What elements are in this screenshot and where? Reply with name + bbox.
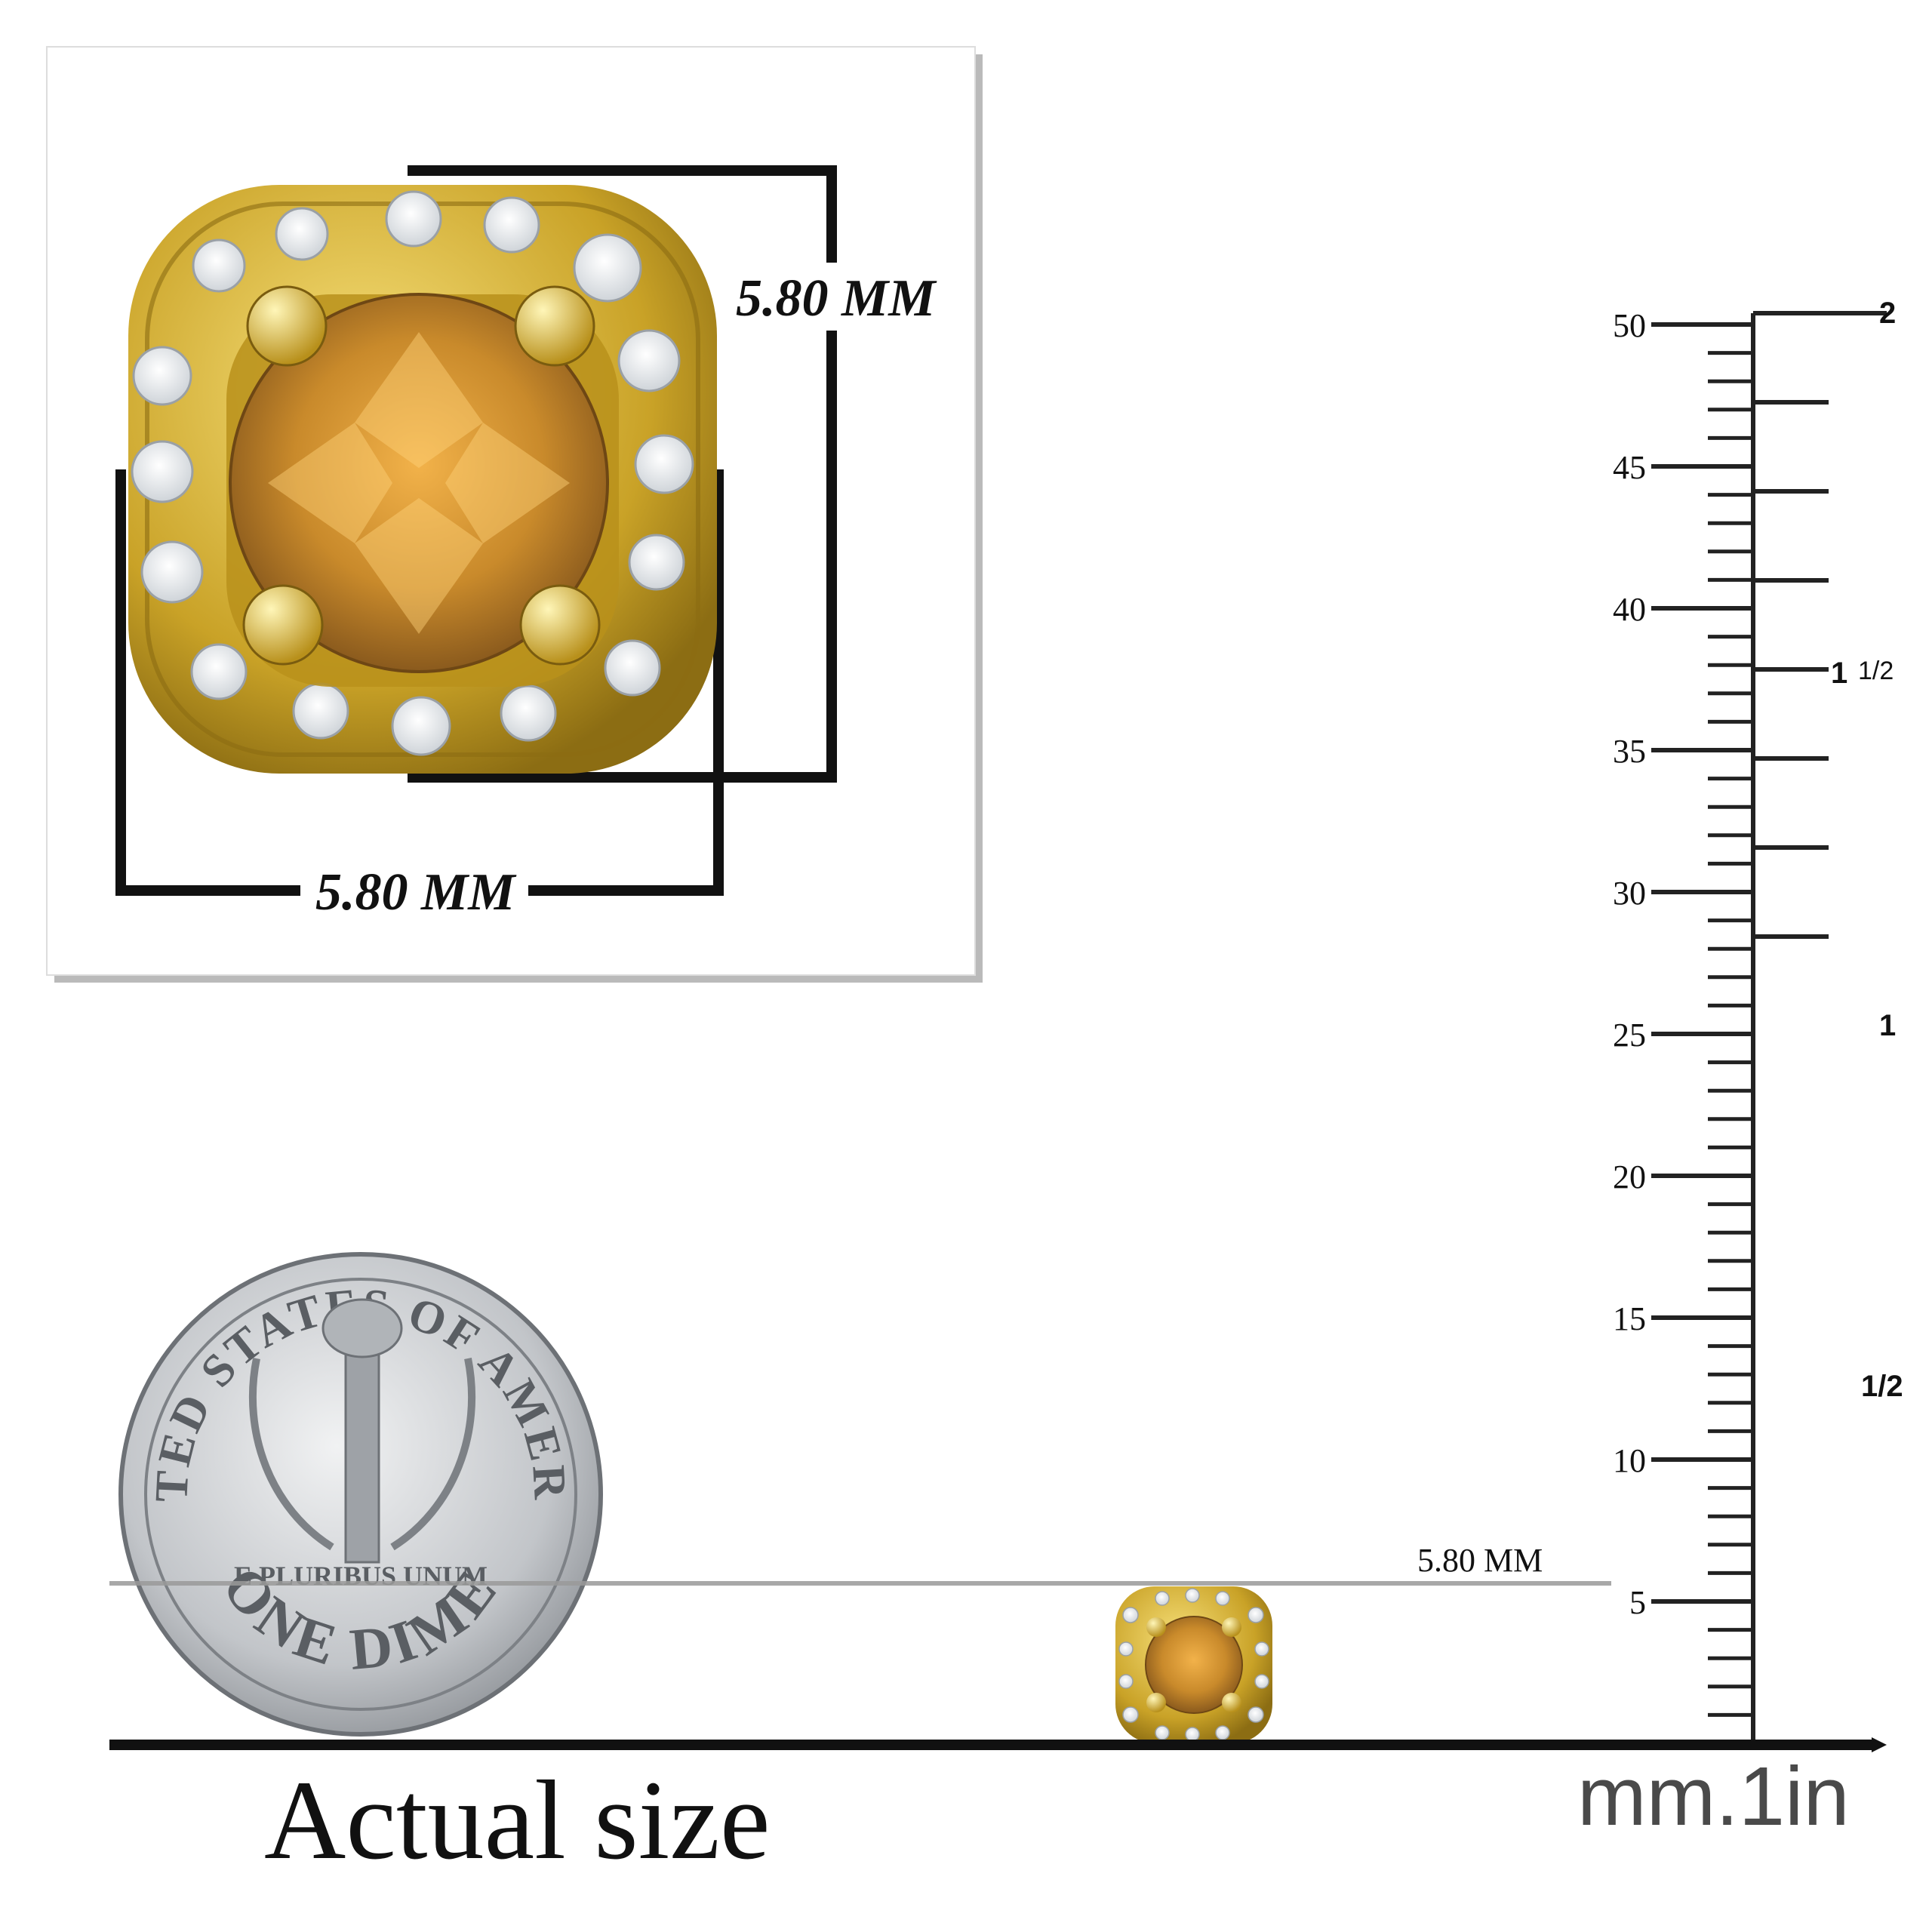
center-stone: [229, 293, 609, 673]
width-dimension-label: 5.80 MM: [315, 863, 517, 921]
inch-label-1-2: 1/2: [1861, 1370, 1903, 1403]
size-reference-label: 5.80 MM: [1417, 1542, 1543, 1579]
earring-actual-size-icon: [1115, 1586, 1272, 1743]
prongs: [242, 285, 601, 666]
ruler-mm-label: 25: [1613, 1017, 1646, 1054]
coin-motto: E PLURIBUS UNUM: [234, 1561, 488, 1591]
actual-size-caption: Actual size: [264, 1758, 771, 1883]
inch-label-1-1-2-fraction: 1/2: [1858, 657, 1894, 685]
inch-label-2: 2: [1879, 297, 1896, 330]
height-dimension-label: 5.80 MM: [736, 269, 937, 328]
ruler-mm-label: 20: [1613, 1158, 1646, 1195]
detail-panel: 5.80 MM 5.80 MM: [46, 46, 983, 983]
ruler-mm-label: 35: [1613, 733, 1646, 770]
inch-label-1-1-2-whole: 1: [1831, 657, 1847, 690]
baseline: [109, 1737, 1887, 1752]
height-dimension-bracket: [408, 165, 837, 783]
inch-label-1: 1: [1879, 1009, 1896, 1042]
ruler-mm-label: 30: [1613, 875, 1646, 912]
width-dimension-bracket: [115, 469, 724, 896]
earring-detail-image: [128, 185, 717, 774]
ruler-mm-label: 50: [1613, 307, 1646, 344]
halo-diamonds: [131, 190, 694, 756]
ruler-unit-label: mm.1in: [1577, 1750, 1850, 1843]
ruler-mm-label: 5: [1629, 1584, 1646, 1621]
ruler-mm-label: 10: [1613, 1442, 1646, 1479]
ruler-mm-label: 40: [1613, 591, 1646, 628]
ruler-mm-label: 45: [1613, 449, 1646, 486]
ruler-mm-label: 15: [1613, 1300, 1646, 1337]
ruler-icon: 50 45 40 35 30 25 20 15 10 5 2 1 1/2 1 1/2 mm.1in: [1577, 297, 1903, 1843]
